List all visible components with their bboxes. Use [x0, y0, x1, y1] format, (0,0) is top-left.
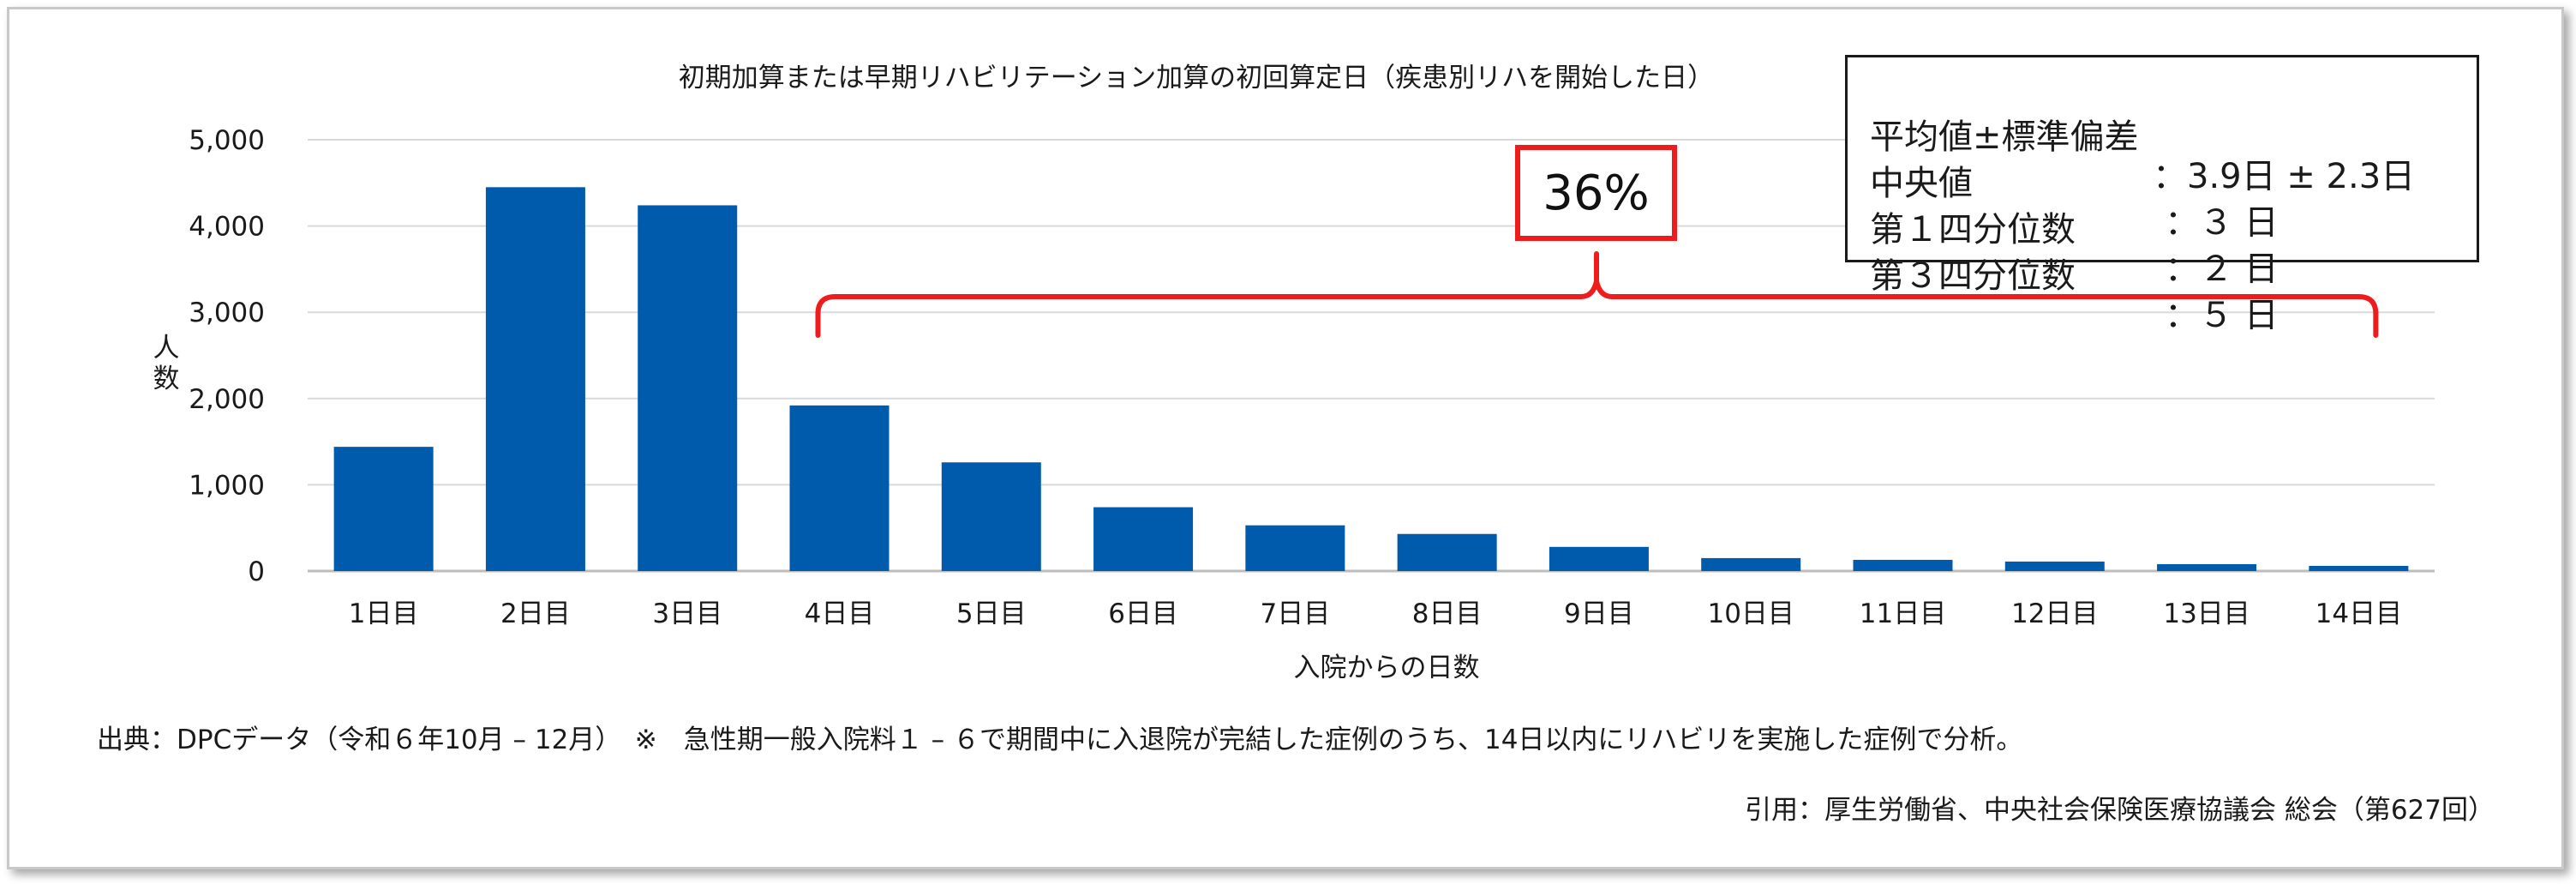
bar — [941, 462, 1041, 571]
x-tick-label: 10日目 — [1707, 598, 1794, 629]
y-tick-label: 0 — [248, 556, 265, 587]
bar — [1397, 533, 1497, 571]
x-tick-label: 3日目 — [652, 598, 722, 629]
bar — [485, 187, 585, 571]
x-tick-label: 2日目 — [500, 598, 571, 629]
x-tick-label: 13日目 — [2163, 598, 2250, 629]
figure-frame: 初期加算または早期リハビリテーション加算の初回算定日（疾患別リハを開始した日） … — [7, 7, 2564, 869]
bar — [1093, 507, 1194, 571]
percentage-label: 36% — [1543, 165, 1650, 221]
bar — [1245, 525, 1345, 571]
statistics-box: 平均値±標準偏差 ：3.9日 ± 2.3日 中央値 ：３ 日 第１四分位数 ：２… — [1845, 55, 2479, 335]
x-tick-label: 7日目 — [1260, 598, 1330, 629]
stats-value: ：３ 日 — [2165, 203, 2279, 243]
bar — [1853, 559, 1953, 571]
x-tick-label: 1日目 — [349, 598, 419, 629]
stats-label: 第１四分位数 — [1870, 210, 2076, 250]
x-tick-label: 9日目 — [1564, 598, 1634, 629]
chart-title: 初期加算または早期リハビリテーション加算の初回算定日（疾患別リハを開始した日） — [679, 63, 1714, 93]
x-tick-label: 12日目 — [2011, 598, 2098, 629]
stats-row-median: 中央値 ：３ 日 — [1870, 116, 2279, 274]
bar — [2004, 561, 2105, 571]
y-tick-label: 3,000 — [189, 298, 265, 328]
bar — [2157, 563, 2257, 571]
bar — [638, 205, 738, 571]
source-note: 出典：DPCデータ（令和６年10月 – 12月） ※ 急性期一般入院料１ – ６… — [97, 725, 2023, 755]
bar — [2309, 565, 2409, 571]
bar-chart: 初期加算または早期リハビリテーション加算の初回算定日（疾患別リハを開始した日） … — [153, 63, 2435, 683]
y-tick-label: 5,000 — [189, 125, 265, 156]
x-axis-label: 入院からの日数 — [1294, 652, 1480, 683]
stats-label: 中央値 — [1870, 164, 1973, 203]
stats-row-q1: 第１四分位数 ：２ 日 — [1870, 162, 2279, 320]
range-bracket — [815, 251, 2379, 338]
bar — [1549, 546, 1649, 571]
stats-value: ：２ 日 — [2165, 250, 2279, 289]
stats-row-mean: 平均値±標準偏差 ：3.9日 ± 2.3日 — [1870, 69, 2415, 227]
y-tick-label: 1,000 — [189, 470, 265, 501]
y-tick-label: 2,000 — [189, 384, 265, 415]
stats-label: 第３四分位数 — [1870, 256, 2076, 296]
x-tick-label: 6日目 — [1108, 598, 1178, 629]
y-tick-label: 4,000 — [189, 212, 265, 243]
bar — [1701, 557, 1801, 571]
bar — [333, 447, 434, 571]
stats-value: ：５ 日 — [2165, 296, 2279, 335]
x-tick-label: 11日目 — [1860, 598, 1946, 629]
citation: 引用：厚生労働省、中央社会保険医療協議会 総会（第627回） — [1744, 795, 2495, 826]
bar — [789, 405, 890, 571]
x-tick-label: 4日目 — [805, 598, 875, 629]
stats-value: ：3.9日 ± 2.3日 — [2153, 157, 2416, 196]
stats-row-q3: 第３四分位数 ：５ 日 — [1870, 208, 2279, 366]
x-tick-label: 14日目 — [2315, 598, 2402, 629]
stats-label: 平均値±標準偏差 — [1870, 117, 2139, 157]
x-tick-label: 5日目 — [956, 598, 1027, 629]
y-axis-label: 人数 — [153, 333, 180, 394]
percentage-callout: 36% — [1515, 145, 1677, 241]
x-tick-label: 8日目 — [1412, 598, 1483, 629]
